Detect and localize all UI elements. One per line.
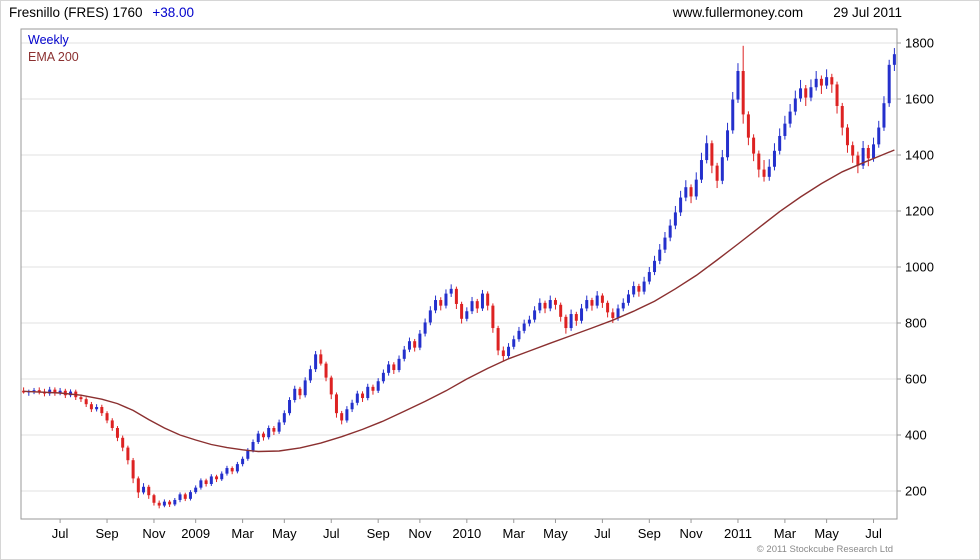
date-label: 29 Jul 2011 xyxy=(833,5,902,20)
chart-header-left: Fresnillo (FRES) 1760 +38.00 xyxy=(9,5,194,20)
svg-text:Nov: Nov xyxy=(408,526,432,541)
svg-text:2010: 2010 xyxy=(452,526,481,541)
svg-text:400: 400 xyxy=(905,428,927,443)
price-change: +38.00 xyxy=(152,5,194,20)
svg-text:Sep: Sep xyxy=(95,526,118,541)
svg-text:Mar: Mar xyxy=(231,526,254,541)
x-axis: Jul Sep Nov 2009 Mar May Jul Sep Nov 2010 Mar May Ju… xyxy=(52,519,882,541)
ema-200-line xyxy=(23,149,895,453)
svg-text:1600: 1600 xyxy=(905,92,934,107)
chart-header-right: www.fullermoney.com 29 Jul 2011 xyxy=(673,5,902,20)
svg-text:Jul: Jul xyxy=(52,526,69,541)
svg-text:800: 800 xyxy=(905,316,927,331)
svg-text:1200: 1200 xyxy=(905,204,934,219)
svg-text:1000: 1000 xyxy=(905,260,934,275)
svg-text:Mar: Mar xyxy=(774,526,797,541)
svg-text:Jul: Jul xyxy=(865,526,882,541)
instrument-title: Fresnillo (FRES) 1760 xyxy=(9,5,143,20)
svg-text:Jul: Jul xyxy=(323,526,340,541)
svg-text:1400: 1400 xyxy=(905,148,934,163)
site-label: www.fullermoney.com xyxy=(672,5,804,20)
svg-text:Sep: Sep xyxy=(638,526,661,541)
svg-text:Nov: Nov xyxy=(679,526,703,541)
y-axis: 200 400 600 800 1000 1200 1400 1600 1800 xyxy=(897,36,934,499)
svg-text:May: May xyxy=(814,526,839,541)
legend-weekly: Weekly xyxy=(28,33,69,47)
gridlines xyxy=(21,42,897,492)
legend-ema-200: EMA 200 xyxy=(28,50,79,64)
svg-text:Jul: Jul xyxy=(594,526,611,541)
svg-text:May: May xyxy=(272,526,297,541)
svg-text:Sep: Sep xyxy=(367,526,390,541)
candles-layer xyxy=(22,45,896,509)
copyright-label: © 2011 Stockcube Research Ltd xyxy=(756,544,893,555)
svg-text:600: 600 xyxy=(905,372,927,387)
svg-text:May: May xyxy=(543,526,568,541)
svg-text:2009: 2009 xyxy=(181,526,210,541)
svg-text:200: 200 xyxy=(905,484,927,499)
svg-text:Mar: Mar xyxy=(503,526,526,541)
svg-text:Nov: Nov xyxy=(142,526,166,541)
chart-legend: Weekly EMA 200 xyxy=(28,32,79,66)
svg-text:1800: 1800 xyxy=(905,36,934,51)
svg-text:2011: 2011 xyxy=(724,526,752,541)
plot-border xyxy=(20,28,898,520)
